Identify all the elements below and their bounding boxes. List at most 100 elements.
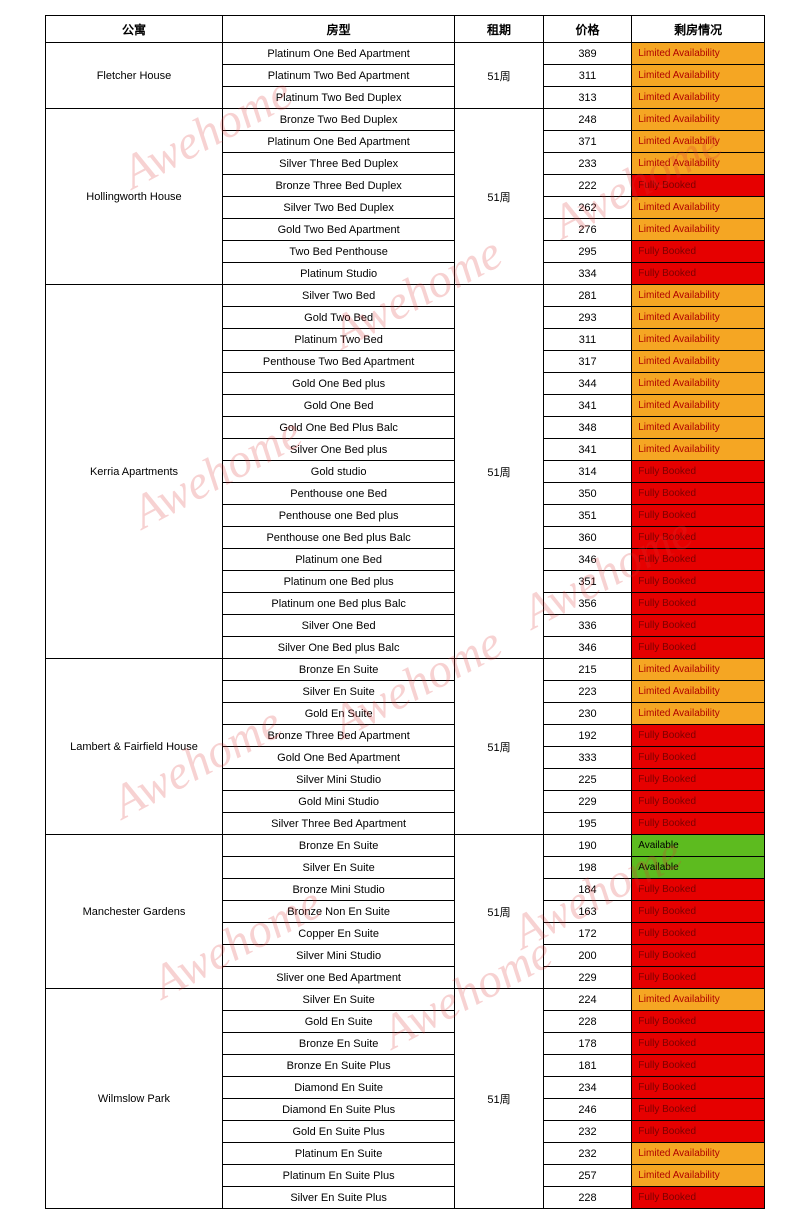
price-cell: 317 <box>543 351 631 373</box>
status-cell: Fully Booked <box>632 263 765 285</box>
room-cell: Bronze Three Bed Apartment <box>222 725 454 747</box>
status-cell: Fully Booked <box>632 923 765 945</box>
room-cell: Silver En Suite <box>222 681 454 703</box>
status-cell: Limited Availability <box>632 153 765 175</box>
room-cell: Gold One Bed plus <box>222 373 454 395</box>
table-row: Hollingworth HouseBronze Two Bed Duplex5… <box>46 109 765 131</box>
price-cell: 341 <box>543 395 631 417</box>
room-cell: Gold En Suite <box>222 703 454 725</box>
room-cell: Platinum One Bed Apartment <box>222 43 454 65</box>
room-cell: Silver One Bed <box>222 615 454 637</box>
room-cell: Platinum one Bed <box>222 549 454 571</box>
price-cell: 232 <box>543 1143 631 1165</box>
room-cell: Gold One Bed Plus Balc <box>222 417 454 439</box>
room-cell: Gold One Bed <box>222 395 454 417</box>
price-cell: 192 <box>543 725 631 747</box>
table-row: Lambert & Fairfield HouseBronze En Suite… <box>46 659 765 681</box>
status-cell: Fully Booked <box>632 1011 765 1033</box>
header-room: 房型 <box>222 16 454 43</box>
status-cell: Fully Booked <box>632 725 765 747</box>
price-cell: 346 <box>543 637 631 659</box>
price-cell: 313 <box>543 87 631 109</box>
price-cell: 190 <box>543 835 631 857</box>
status-cell: Limited Availability <box>632 329 765 351</box>
room-cell: Bronze En Suite <box>222 659 454 681</box>
status-cell: Fully Booked <box>632 1121 765 1143</box>
price-cell: 232 <box>543 1121 631 1143</box>
room-cell: Bronze En Suite <box>222 835 454 857</box>
price-cell: 314 <box>543 461 631 483</box>
term-cell: 51周 <box>455 659 543 835</box>
status-cell: Fully Booked <box>632 1033 765 1055</box>
status-cell: Fully Booked <box>632 813 765 835</box>
table-row: Wilmslow ParkSilver En Suite51周224Limite… <box>46 989 765 1011</box>
price-cell: 224 <box>543 989 631 1011</box>
room-cell: Gold Mini Studio <box>222 791 454 813</box>
room-cell: Platinum Two Bed <box>222 329 454 351</box>
room-cell: Bronze En Suite <box>222 1033 454 1055</box>
status-cell: Fully Booked <box>632 461 765 483</box>
price-cell: 195 <box>543 813 631 835</box>
room-cell: Silver Mini Studio <box>222 945 454 967</box>
status-cell: Limited Availability <box>632 1165 765 1187</box>
status-cell: Fully Booked <box>632 571 765 593</box>
price-cell: 334 <box>543 263 631 285</box>
room-cell: Gold studio <box>222 461 454 483</box>
price-cell: 198 <box>543 857 631 879</box>
price-cell: 360 <box>543 527 631 549</box>
status-cell: Limited Availability <box>632 131 765 153</box>
status-cell: Limited Availability <box>632 681 765 703</box>
table-row: Fletcher HousePlatinum One Bed Apartment… <box>46 43 765 65</box>
price-cell: 181 <box>543 1055 631 1077</box>
status-cell: Fully Booked <box>632 967 765 989</box>
header-row: 公寓 房型 租期 价格 剩房情况 <box>46 16 765 43</box>
price-cell: 229 <box>543 791 631 813</box>
room-cell: Penthouse Two Bed Apartment <box>222 351 454 373</box>
term-cell: 51周 <box>455 285 543 659</box>
status-cell: Limited Availability <box>632 351 765 373</box>
price-cell: 262 <box>543 197 631 219</box>
table-container: 公寓 房型 租期 价格 剩房情况 Fletcher HousePlatinum … <box>45 15 765 1209</box>
room-cell: Diamond En Suite Plus <box>222 1099 454 1121</box>
room-cell: Silver Three Bed Duplex <box>222 153 454 175</box>
room-cell: Bronze Three Bed Duplex <box>222 175 454 197</box>
term-cell: 51周 <box>455 989 543 1209</box>
term-cell: 51周 <box>455 109 543 285</box>
table-row: Manchester GardensBronze En Suite51周190A… <box>46 835 765 857</box>
status-cell: Limited Availability <box>632 659 765 681</box>
status-cell: Fully Booked <box>632 637 765 659</box>
room-cell: Bronze Two Bed Duplex <box>222 109 454 131</box>
table-row: Kerria ApartmentsSilver Two Bed51周281Lim… <box>46 285 765 307</box>
status-cell: Limited Availability <box>632 439 765 461</box>
price-cell: 348 <box>543 417 631 439</box>
room-cell: Silver En Suite Plus <box>222 1187 454 1209</box>
pricing-table: 公寓 房型 租期 价格 剩房情况 Fletcher HousePlatinum … <box>45 15 765 1209</box>
term-cell: 51周 <box>455 43 543 109</box>
price-cell: 222 <box>543 175 631 197</box>
room-cell: Gold Two Bed <box>222 307 454 329</box>
status-cell: Limited Availability <box>632 197 765 219</box>
room-cell: Two Bed Penthouse <box>222 241 454 263</box>
room-cell: Gold One Bed Apartment <box>222 747 454 769</box>
price-cell: 200 <box>543 945 631 967</box>
status-cell: Limited Availability <box>632 219 765 241</box>
status-cell: Limited Availability <box>632 395 765 417</box>
price-cell: 351 <box>543 505 631 527</box>
price-cell: 248 <box>543 109 631 131</box>
price-cell: 172 <box>543 923 631 945</box>
status-cell: Fully Booked <box>632 527 765 549</box>
price-cell: 233 <box>543 153 631 175</box>
status-cell: Fully Booked <box>632 791 765 813</box>
apartment-cell: Hollingworth House <box>46 109 223 285</box>
apartment-cell: Kerria Apartments <box>46 285 223 659</box>
status-cell: Available <box>632 857 765 879</box>
price-cell: 371 <box>543 131 631 153</box>
price-cell: 223 <box>543 681 631 703</box>
status-cell: Limited Availability <box>632 373 765 395</box>
price-cell: 184 <box>543 879 631 901</box>
price-cell: 336 <box>543 615 631 637</box>
status-cell: Fully Booked <box>632 747 765 769</box>
room-cell: Copper En Suite <box>222 923 454 945</box>
room-cell: Platinum one Bed plus Balc <box>222 593 454 615</box>
price-cell: 225 <box>543 769 631 791</box>
